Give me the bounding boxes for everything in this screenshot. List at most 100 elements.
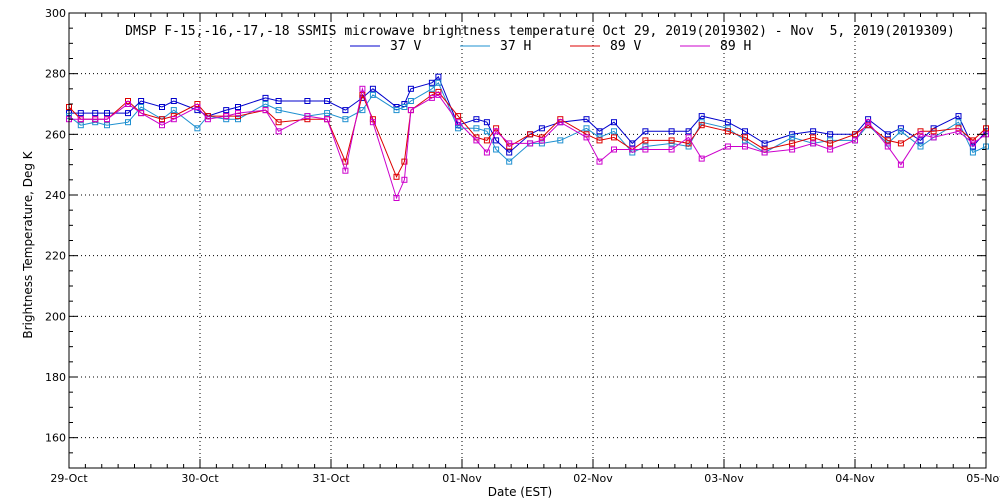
data-point	[483, 137, 490, 144]
data-point	[506, 140, 513, 147]
data-point	[473, 116, 480, 123]
data-point	[170, 116, 177, 123]
data-point	[685, 128, 692, 135]
data-point	[611, 128, 617, 135]
data-point	[77, 116, 84, 123]
data-point	[428, 94, 435, 101]
data-point	[428, 79, 435, 86]
data-point	[668, 137, 675, 144]
data-point	[125, 110, 131, 117]
data-point	[275, 128, 282, 135]
data-point	[698, 122, 705, 129]
y-tick-label: 220	[45, 250, 66, 263]
legend-label-89-v: 89 V	[610, 39, 641, 54]
data-point	[538, 137, 545, 144]
series-layer	[66, 73, 989, 201]
x-tick-label: 03-Nov	[704, 472, 744, 485]
data-point	[235, 116, 241, 123]
data-point	[827, 140, 834, 147]
data-point	[724, 119, 731, 126]
series-line-89-h	[69, 86, 987, 200]
data-point	[369, 119, 376, 126]
data-point	[629, 146, 636, 153]
data-point	[969, 149, 976, 156]
data-point	[407, 98, 414, 104]
y-tick-label: 300	[45, 7, 66, 20]
data-point	[393, 195, 400, 201]
data-point	[369, 91, 376, 98]
data-point	[159, 122, 165, 129]
data-point	[596, 158, 603, 165]
legend-label-89-h: 89 H	[720, 39, 751, 54]
x-tick-label: 31-Oct	[312, 472, 350, 485]
data-point	[761, 140, 768, 147]
tick-layer: 160 180 200 220 240 260 280 300 29-Oct 30-Oct 31-O…	[45, 7, 1000, 485]
x-tick-label: 05-Nov	[966, 472, 1000, 485]
data-point	[223, 107, 230, 114]
data-point	[92, 116, 99, 123]
data-point	[359, 107, 366, 114]
data-point	[724, 143, 731, 150]
data-point	[401, 176, 408, 183]
data-point	[527, 140, 534, 147]
data-point	[897, 128, 904, 135]
data-point	[359, 91, 366, 98]
data-point	[125, 101, 131, 107]
data-point	[865, 119, 872, 126]
data-point	[538, 125, 545, 132]
data-point	[393, 104, 400, 110]
y-tick-label: 240	[45, 189, 66, 202]
data-point	[104, 110, 110, 117]
data-point	[104, 122, 110, 129]
data-point	[917, 137, 924, 144]
data-point	[493, 137, 500, 144]
data-point	[917, 131, 924, 138]
data-point	[810, 140, 817, 147]
data-point	[324, 98, 331, 104]
y-tick-label: 160	[45, 432, 66, 445]
data-point	[852, 137, 858, 144]
data-point	[235, 104, 241, 110]
data-point	[407, 85, 414, 92]
data-point	[369, 85, 376, 92]
data-point	[194, 125, 201, 132]
data-point	[884, 131, 891, 138]
data-point	[642, 128, 649, 135]
data-point	[435, 91, 442, 98]
data-point	[742, 128, 748, 135]
data-point	[698, 155, 705, 162]
data-point	[884, 137, 891, 144]
data-point	[204, 116, 211, 123]
data-point	[789, 140, 796, 147]
data-point	[955, 113, 962, 120]
data-point	[583, 134, 590, 141]
data-point	[969, 140, 976, 147]
x-tick-label: 30-Oct	[181, 472, 219, 485]
x-tick-label: 02-Nov	[573, 472, 613, 485]
data-point	[401, 104, 408, 110]
y-tick-label: 200	[45, 310, 66, 323]
data-point	[852, 131, 858, 138]
data-point	[583, 116, 590, 123]
data-point	[223, 116, 230, 123]
data-point	[138, 104, 145, 110]
y-tick-label: 180	[45, 371, 66, 384]
y-axis-title: Brightness Temperature, Deg K	[21, 150, 35, 338]
x-axis-title: Date (EST)	[488, 485, 552, 499]
data-point	[342, 107, 349, 114]
data-point	[917, 143, 924, 150]
data-point	[138, 110, 145, 117]
data-point	[930, 134, 937, 141]
data-point	[275, 98, 282, 104]
data-point	[557, 119, 564, 126]
data-point	[789, 134, 796, 141]
data-point	[455, 119, 462, 126]
data-point	[583, 125, 590, 132]
data-point	[810, 134, 817, 141]
data-point	[506, 158, 513, 165]
data-point	[170, 107, 177, 114]
data-point	[685, 134, 692, 141]
data-point	[77, 122, 84, 129]
